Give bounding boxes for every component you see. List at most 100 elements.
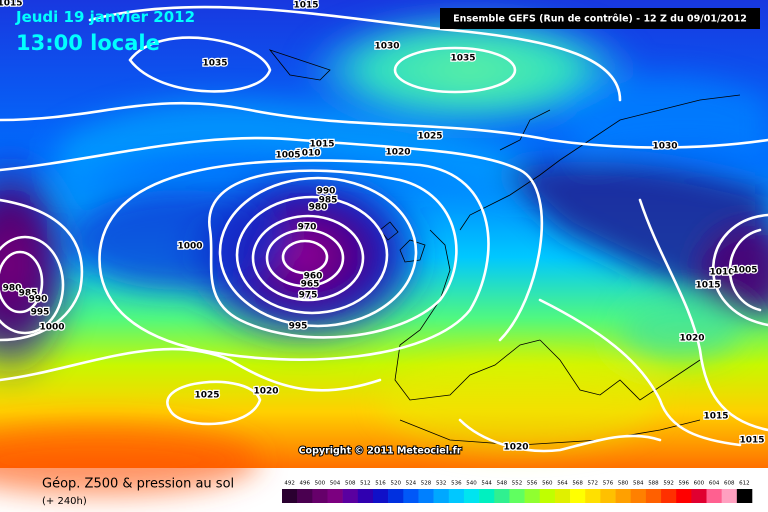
- map-shape: [70, 190, 290, 290]
- map-shape: [500, 161, 768, 320]
- colorbar-swatch: [661, 489, 677, 503]
- map-shape: 1010: [295, 149, 320, 159]
- coastline: [499, 109, 551, 151]
- isobar: [235, 195, 389, 315]
- colorbar-swatch: [645, 489, 662, 503]
- map-shape: [380, 350, 660, 450]
- isobar: [98, 159, 490, 361]
- colorbar-label: 612: [739, 481, 750, 487]
- isobar: [251, 214, 365, 302]
- colorbar-swatch: [297, 489, 313, 503]
- colorbar-label: 596: [679, 481, 690, 487]
- colorbar-swatch: [570, 489, 586, 503]
- map-shape: 965: [301, 280, 320, 290]
- map-shape: 970: [298, 223, 317, 233]
- colorbar-swatch: [706, 489, 722, 503]
- colorbar-label: 584: [633, 481, 644, 487]
- colorbar-label: 564: [557, 481, 568, 487]
- map-shape: 1015: [293, 1, 318, 11]
- map-shape: 1025: [417, 132, 442, 142]
- isobar: [0, 250, 44, 314]
- colorbar-label: 540: [466, 481, 477, 487]
- isobar: [538, 298, 742, 447]
- map-shape: 1015: [703, 412, 728, 422]
- colorbar-swatch: [524, 489, 541, 503]
- map-shape: 1015: [739, 436, 764, 446]
- colorbar-swatch: [282, 489, 298, 503]
- colorbar-label: 572: [588, 481, 599, 487]
- colorbar-swatch: [479, 489, 495, 503]
- colorbar-swatch: [327, 489, 343, 503]
- time-label: 13:00 locale: [16, 31, 160, 55]
- isobar: [0, 198, 84, 342]
- colorbar-swatch: [539, 489, 556, 503]
- colorbar-label: 588: [648, 481, 659, 487]
- colorbar-swatch: [494, 489, 510, 503]
- map-shape: [0, 425, 260, 495]
- isobar: [88, 5, 622, 102]
- footer-title: Géop. Z500 & pression au sol: [42, 477, 234, 492]
- colorbar-label: 604: [709, 481, 720, 487]
- colorbar-label: 568: [572, 481, 583, 487]
- run-label: Ensemble GEFS (Run de contrôle) - 12 Z d…: [453, 14, 747, 25]
- colorbar-swatch: [403, 489, 419, 503]
- colorbar-swatch: [615, 489, 632, 503]
- map-shape: [620, 300, 740, 360]
- colorbar-label: 608: [724, 481, 735, 487]
- colorbar-swatch: [554, 489, 571, 503]
- colorbar-label: 552: [512, 481, 523, 487]
- date-label: Jeudi 19 janvier 2012: [15, 8, 195, 26]
- map-shape: 980: [3, 284, 22, 294]
- colorbar-swatch: [463, 489, 480, 503]
- coastline: [399, 239, 426, 263]
- isobar: [281, 239, 329, 275]
- map-shape: 1015: [695, 281, 720, 291]
- map-shape: 1015: [309, 140, 334, 150]
- colorbar-swatch: [630, 489, 647, 503]
- map-shape: 1035: [202, 59, 227, 69]
- map-shape: 1000: [177, 242, 202, 252]
- colorbar-swatch: [433, 489, 450, 503]
- copyright: Copyright © 2011 Meteociel.fr: [299, 446, 462, 457]
- coastline: [394, 229, 541, 401]
- map-shape: 1030: [652, 142, 677, 152]
- map-shape: [300, 10, 640, 130]
- colorbar-label: 580: [618, 481, 629, 487]
- colorbar-swatch: [509, 489, 525, 503]
- isobar: [208, 169, 458, 339]
- map-shape: 1020: [253, 387, 278, 397]
- map-shape: 995: [289, 322, 308, 332]
- isobar: [638, 198, 768, 432]
- map-shape: 1005: [275, 151, 300, 161]
- colorbar-swatch: [721, 489, 738, 503]
- map-shape: 1020: [385, 148, 410, 158]
- colorbar-label: 496: [299, 481, 310, 487]
- map-shape: 985: [19, 289, 38, 299]
- colorbar-swatch: [736, 489, 753, 503]
- map-shape: 1020: [503, 443, 528, 453]
- colorbar-label: 492: [284, 481, 295, 487]
- map-shape: 1005: [732, 266, 757, 276]
- run-box: [440, 8, 760, 29]
- colorbar-label: 544: [481, 481, 492, 487]
- colorbar-swatch: [585, 489, 601, 503]
- colorbar-swatch: [418, 489, 434, 503]
- colorbar-swatch: [691, 489, 707, 503]
- map-shape: 1030: [374, 42, 399, 52]
- footer-subtitle: (+ 240h): [42, 496, 87, 507]
- isobar: [711, 213, 768, 327]
- isobar: [0, 136, 544, 342]
- colorbar-label: 532: [436, 481, 447, 487]
- isobar: [128, 36, 272, 93]
- isobar: [728, 228, 762, 312]
- map-shape: 985: [319, 196, 338, 206]
- colorbar-swatch: [388, 489, 404, 503]
- colorbar-label: 508: [345, 481, 356, 487]
- isobar: [265, 228, 345, 288]
- coastline: [268, 49, 331, 81]
- coastline: [459, 94, 741, 231]
- map-shape: 995: [31, 308, 50, 318]
- colorbar-label: 576: [603, 481, 614, 487]
- map-shape: 1025: [194, 391, 219, 401]
